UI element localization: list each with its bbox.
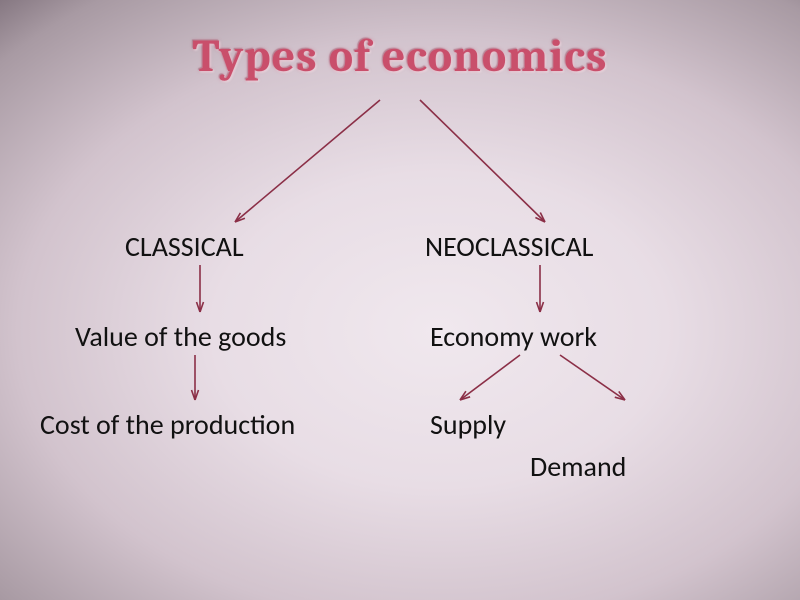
node-supply: Supply bbox=[430, 408, 506, 442]
arrow-layer bbox=[0, 0, 800, 600]
slide-title: Types of economics bbox=[0, 30, 800, 83]
node-cost-prod: Cost of the production bbox=[40, 408, 295, 442]
node-value-goods: Value of the goods bbox=[75, 320, 286, 354]
node-economy-work: Economy work bbox=[430, 320, 597, 354]
node-neoclassical: NEOCLASSICAL bbox=[425, 230, 593, 264]
node-classical: CLASSICAL bbox=[125, 230, 244, 264]
node-demand: Demand bbox=[530, 450, 626, 484]
